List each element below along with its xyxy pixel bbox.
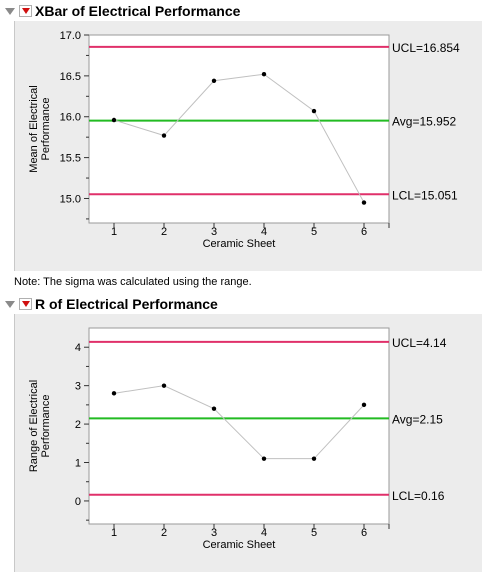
x-tick-label: 1	[111, 527, 117, 539]
xbar-section-header: XBar of Electrical Performance	[0, 1, 482, 21]
y-tick-label: 4	[75, 342, 81, 354]
data-point	[361, 200, 367, 205]
r-section-header: R of Electrical Performance	[0, 294, 482, 314]
r-section-title: R of Electrical Performance	[35, 296, 218, 312]
plot-area	[88, 327, 390, 525]
y-axis-label-line: Performance	[40, 395, 52, 458]
x-tick-label: 5	[311, 226, 317, 238]
data-point	[361, 402, 367, 408]
x-axis-label: Ceramic Sheet	[203, 238, 276, 250]
y-tick-label: 1	[75, 458, 81, 470]
y-axis-label: Mean of ElectricalPerformance	[28, 85, 52, 172]
data-point	[111, 117, 117, 123]
lcl-label: LCL=15.051	[392, 188, 458, 202]
x-tick-label: 6	[361, 527, 367, 539]
y-tick-label: 3	[75, 381, 81, 393]
series-line	[113, 73, 365, 203]
series-line	[113, 385, 365, 460]
data-point	[311, 456, 317, 461]
x-axis-label: Ceramic Sheet	[203, 539, 276, 551]
data-point	[161, 383, 167, 388]
x-tick-label: 4	[261, 527, 267, 539]
x-tick-label: 4	[261, 226, 267, 238]
data-point	[311, 108, 317, 114]
xbar-section-title: XBar of Electrical Performance	[35, 3, 241, 19]
sigma-note: Note: The sigma was calculated using the…	[14, 276, 252, 288]
y-tick-label: 2	[75, 419, 81, 431]
disclosure-triangle-icon[interactable]	[5, 7, 15, 15]
disclosure-triangle-icon[interactable]	[5, 300, 15, 308]
y-tick-label: 15.0	[60, 193, 81, 205]
x-tick-label: 3	[211, 527, 217, 539]
ucl-label: UCL=4.14	[392, 336, 447, 350]
data-point	[261, 72, 267, 77]
x-tick-label: 5	[311, 527, 317, 539]
avg-label: Avg=2.15	[392, 412, 443, 426]
r-chart: 0 1 2 3 4 1 2 3 4 5 6 Ceramic Sheet Range of Electri…	[28, 327, 447, 551]
x-tick-label: 2	[161, 527, 167, 539]
x-tick-label: 3	[211, 226, 217, 238]
plot-area	[88, 34, 390, 224]
data-point	[211, 78, 217, 83]
xbar-chart: 15.0 15.5 16.0 16.5 17.0 1 2 3 4 5 6 Ceramic Sheet M…	[28, 30, 460, 250]
y-tick-label: 15.5	[60, 153, 81, 165]
data-point	[211, 406, 217, 411]
r-menu-button[interactable]	[19, 298, 32, 310]
y-tick-label: 0	[75, 496, 81, 508]
data-point	[111, 391, 117, 396]
red-menu-triangle-icon	[21, 8, 30, 14]
data-point	[261, 456, 267, 461]
xbar-menu-button[interactable]	[19, 5, 32, 17]
x-tick-label: 2	[161, 226, 167, 238]
y-axis-label-line: Performance	[40, 98, 52, 161]
r-chart-panel: 0 1 2 3 4 1 2 3 4 5 6 Ceramic Sheet Range of Electri…	[14, 314, 482, 572]
data-point	[161, 133, 167, 138]
red-menu-triangle-icon	[21, 301, 30, 307]
y-tick-label: 16.0	[60, 112, 81, 124]
ucl-label: UCL=16.854	[392, 41, 460, 55]
avg-label: Avg=15.952	[392, 115, 456, 129]
y-tick-label: 16.5	[60, 71, 81, 83]
y-axis-label-line: Range of Electrical	[28, 380, 40, 472]
lcl-label: LCL=0.16	[392, 489, 445, 503]
x-tick-label: 1	[111, 226, 117, 238]
x-tick-label: 6	[361, 226, 367, 238]
xbar-chart-panel: 15.0 15.5 16.0 16.5 17.0 1 2 3 4 5 6 Ceramic Sheet M…	[14, 21, 482, 271]
y-tick-label: 17.0	[60, 30, 81, 42]
y-axis-label: Range of ElectricalPerformance	[28, 380, 52, 472]
y-axis-label-line: Mean of Electrical	[28, 85, 40, 172]
